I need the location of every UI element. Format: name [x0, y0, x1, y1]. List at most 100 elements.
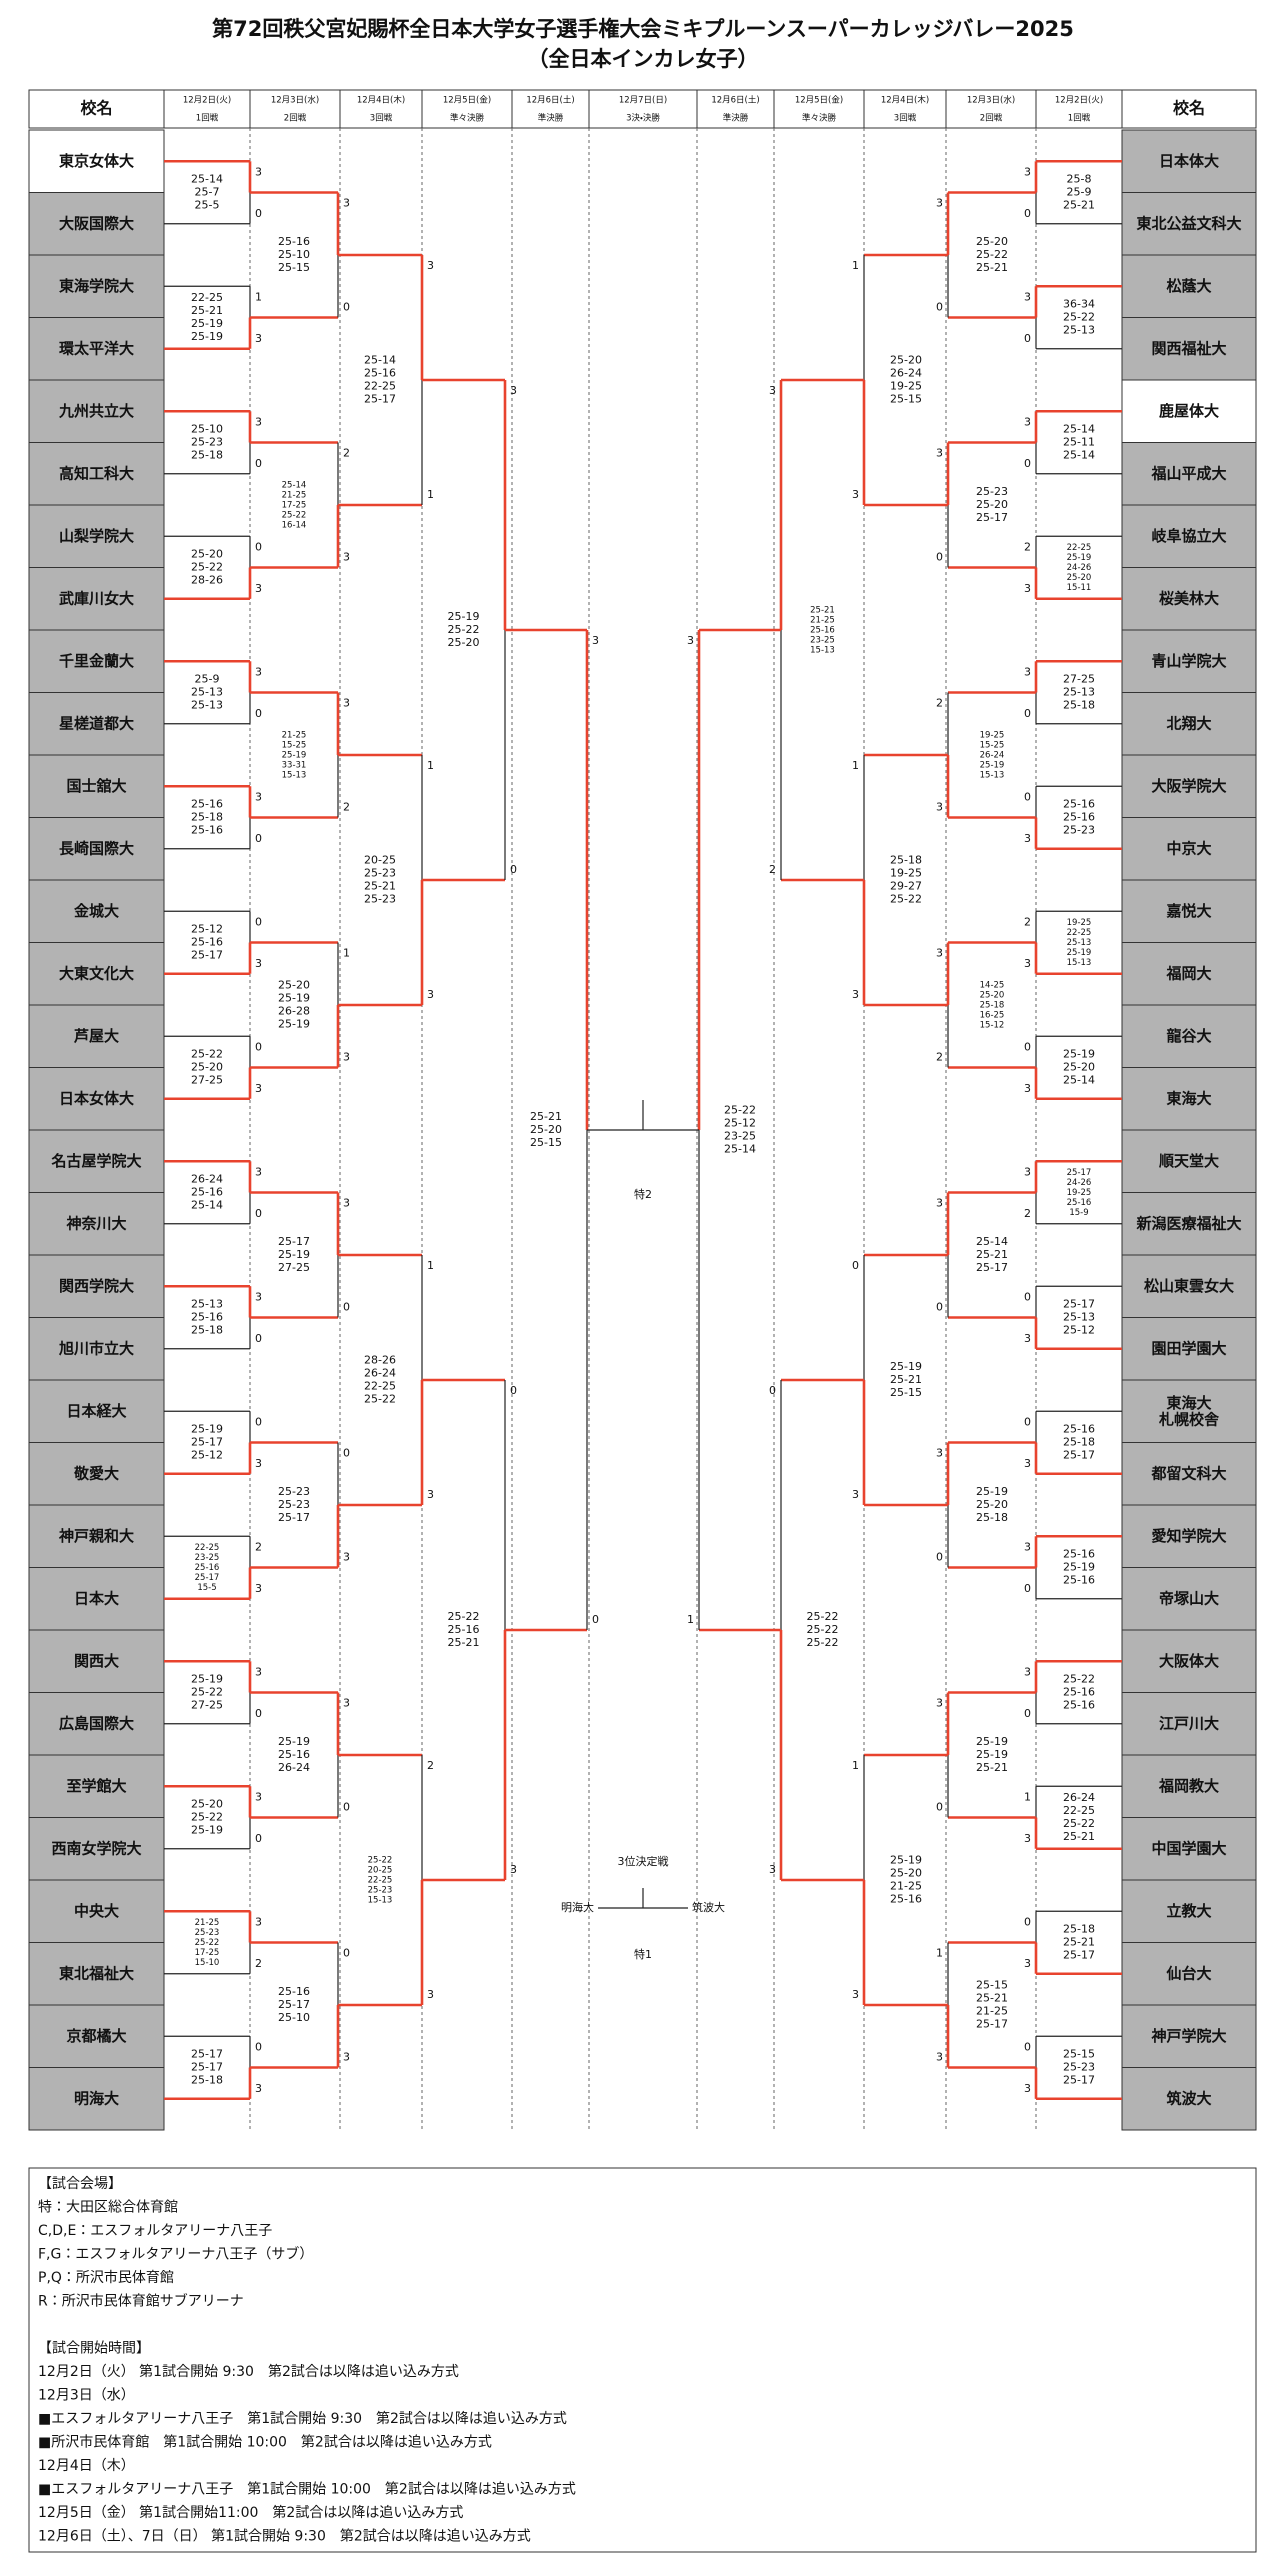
- set-score: 20-25: [364, 854, 396, 867]
- set-score: 25-20: [890, 354, 922, 367]
- set-count: 3: [255, 332, 262, 345]
- team-name: 江戸川大: [1159, 1714, 1219, 1732]
- set-count: 0: [255, 2040, 262, 2053]
- set-count: 3: [1024, 1332, 1031, 1345]
- team-name: 西南女学院大: [51, 1839, 141, 1857]
- column-header: [421, 89, 513, 129]
- team-box: [28, 1942, 165, 2006]
- note-line: 12月3日（水）: [38, 2388, 135, 2404]
- set-count: 0: [343, 1301, 350, 1314]
- set-score: 25-22: [1063, 311, 1095, 324]
- notes-box: [28, 2167, 1257, 2553]
- note-line: 【試合開始時間】: [38, 2341, 150, 2357]
- note-line: P,Q：所沢市民体育館: [38, 2270, 174, 2286]
- team-name: 東北公益文科大: [1136, 214, 1241, 232]
- column-date: 12月7日(日): [619, 96, 667, 106]
- team-box: [1121, 1254, 1257, 1318]
- set-score: 16-25: [980, 1011, 1005, 1021]
- set-count: 2: [769, 863, 776, 876]
- set-score: 26-24: [890, 367, 922, 380]
- set-count: 0: [936, 1301, 943, 1314]
- team-box: [1121, 1754, 1257, 1818]
- team-name: 関西福祉大: [1151, 339, 1226, 357]
- column-header: [1035, 89, 1123, 129]
- set-score: 19-25: [1067, 1188, 1092, 1198]
- team-name: 大阪国際大: [59, 214, 134, 232]
- set-score: 25-19: [976, 1485, 1008, 1498]
- set-score: 22-25: [1067, 928, 1092, 938]
- set-count: 3: [592, 634, 599, 647]
- team-name: 京都橘大: [66, 2027, 126, 2045]
- team-box: [28, 1567, 165, 1631]
- team-name: 日本体大: [1159, 152, 1219, 170]
- note-line: 12月4日（木）: [38, 2458, 135, 2474]
- set-score: 25-10: [191, 423, 223, 436]
- subtitle: （全日本インカレ女子）: [528, 47, 759, 71]
- team-name: 鹿屋体大: [1159, 402, 1219, 420]
- set-count: 3: [769, 1863, 776, 1876]
- set-count: 3: [427, 259, 434, 272]
- set-score: 25-22: [364, 1393, 396, 1406]
- set-score: 25-19: [191, 317, 223, 330]
- set-score: 25-18: [191, 1324, 223, 1337]
- set-count: 0: [255, 1332, 262, 1345]
- set-score: 23-25: [195, 1553, 220, 1563]
- set-score: 25-20: [191, 1061, 223, 1074]
- set-score: 27-25: [278, 1261, 310, 1274]
- set-score: 25-14: [364, 354, 396, 367]
- set-score: 15-10: [195, 1958, 220, 1968]
- column-header: [588, 89, 698, 129]
- set-score: 21-25: [890, 1880, 922, 1893]
- team-box: [1121, 317, 1257, 381]
- set-score: 25-19: [282, 751, 307, 761]
- set-score: 25-21: [976, 1761, 1008, 1774]
- column-round: 1回戦: [1068, 113, 1091, 124]
- set-score: 25-16: [191, 936, 223, 949]
- set-score: 25-20: [530, 1123, 562, 1136]
- set-score: 25-16: [278, 1748, 310, 1761]
- team-name: 金城大: [74, 902, 119, 920]
- set-count: 3: [1024, 1832, 1031, 1845]
- set-count: 1: [852, 259, 859, 272]
- set-score: 22-25: [1067, 543, 1092, 553]
- set-count: 3: [852, 1488, 859, 1501]
- set-score: 25-14: [1063, 1074, 1095, 1087]
- set-count: 0: [1024, 332, 1031, 345]
- set-count: 3: [255, 165, 262, 178]
- set-score: 24-26: [1067, 1178, 1092, 1188]
- set-count: 3: [255, 1582, 262, 1595]
- set-score: 25-13: [1063, 324, 1095, 337]
- team-name: 関西学院大: [59, 1277, 134, 1295]
- note-line: R：所沢市民体育館サブアリーナ: [38, 2293, 244, 2310]
- team-box: [1121, 1442, 1257, 1506]
- set-count: 3: [936, 801, 943, 814]
- set-count: 3: [1024, 2082, 1031, 2095]
- set-score: 25-22: [1063, 1673, 1095, 1686]
- set-score: 25-23: [364, 867, 396, 880]
- column-round: 準々決勝: [802, 113, 837, 124]
- header-cell: [28, 89, 165, 129]
- set-count: 3: [343, 197, 350, 210]
- set-count: 0: [510, 863, 517, 876]
- set-score: 25-19: [890, 1854, 922, 1867]
- set-score: 25-22: [448, 1610, 480, 1623]
- set-count: 3: [343, 1051, 350, 1064]
- team-name: 桜美林大: [1159, 589, 1219, 607]
- team-box: [1121, 1692, 1257, 1756]
- set-score: 25-22: [191, 1048, 223, 1061]
- set-score: 25-12: [1063, 1324, 1095, 1337]
- set-score: 25-15: [890, 393, 922, 406]
- set-count: 3: [1024, 957, 1031, 970]
- set-score: 19-25: [890, 867, 922, 880]
- set-score: 25-19: [278, 1248, 310, 1261]
- set-count: 3: [852, 1988, 859, 2001]
- team-name: 大東文化大: [59, 964, 134, 982]
- set-score: 25-23: [278, 1485, 310, 1498]
- column-round: 準決勝: [538, 113, 564, 124]
- team-name: 千里金蘭大: [59, 652, 134, 670]
- column-round: 3回戦: [370, 113, 393, 124]
- set-count: 3: [1024, 1457, 1031, 1470]
- set-score: 25-17: [191, 949, 223, 962]
- team-box: [28, 1004, 165, 1068]
- note-line: 特：大田区総合体育館: [38, 2200, 178, 2216]
